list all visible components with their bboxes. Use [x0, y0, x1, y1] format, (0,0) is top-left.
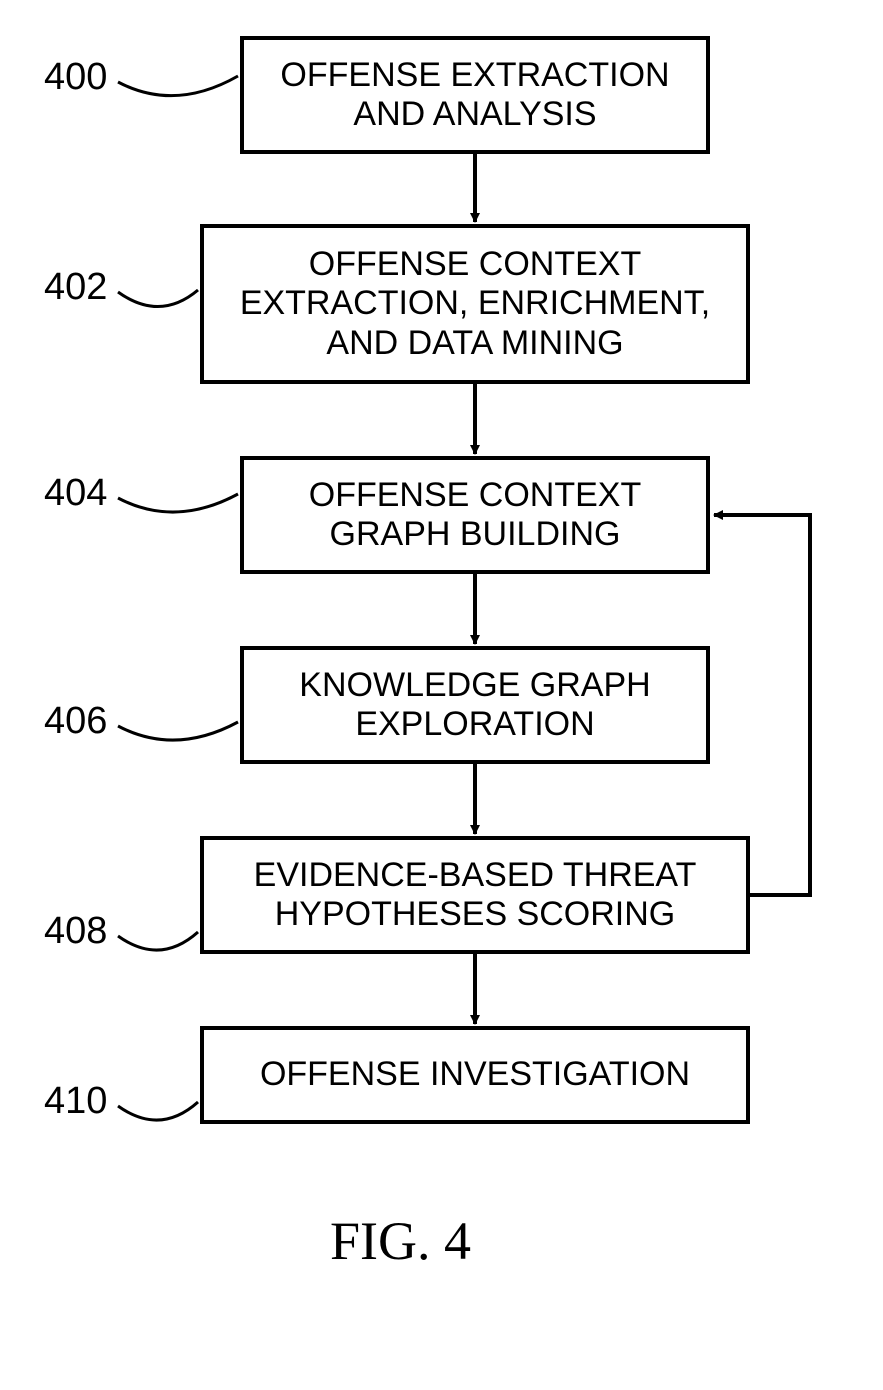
leader-406 [118, 722, 238, 740]
leader-408 [118, 932, 198, 950]
node-406-text: KNOWLEDGE GRAPH EXPLORATION [299, 666, 650, 744]
ref-label-406: 406 [44, 700, 107, 743]
node-400-text: OFFENSE EXTRACTION AND ANALYSIS [280, 56, 669, 134]
leader-400 [118, 76, 238, 96]
ref-label-400: 400 [44, 56, 107, 99]
leader-410 [118, 1102, 198, 1120]
node-402-text: OFFENSE CONTEXT EXTRACTION, ENRICHMENT, … [240, 245, 710, 362]
node-410: OFFENSE INVESTIGATION [200, 1026, 750, 1124]
ref-label-410: 410 [44, 1080, 107, 1123]
node-404: OFFENSE CONTEXT GRAPH BUILDING [240, 456, 710, 574]
node-404-text: OFFENSE CONTEXT GRAPH BUILDING [309, 476, 641, 554]
flowchart: OFFENSE EXTRACTION AND ANALYSIS OFFENSE … [0, 0, 883, 1390]
leader-404 [118, 494, 238, 512]
node-400: OFFENSE EXTRACTION AND ANALYSIS [240, 36, 710, 154]
node-406: KNOWLEDGE GRAPH EXPLORATION [240, 646, 710, 764]
ref-label-404: 404 [44, 472, 107, 515]
figure-caption: FIG. 4 [330, 1210, 471, 1272]
ref-label-408: 408 [44, 910, 107, 953]
node-408: EVIDENCE-BASED THREAT HYPOTHESES SCORING [200, 836, 750, 954]
node-408-text: EVIDENCE-BASED THREAT HYPOTHESES SCORING [254, 856, 697, 934]
node-410-text: OFFENSE INVESTIGATION [260, 1055, 690, 1094]
node-402: OFFENSE CONTEXT EXTRACTION, ENRICHMENT, … [200, 224, 750, 384]
ref-label-402: 402 [44, 266, 107, 309]
leader-402 [118, 290, 198, 307]
